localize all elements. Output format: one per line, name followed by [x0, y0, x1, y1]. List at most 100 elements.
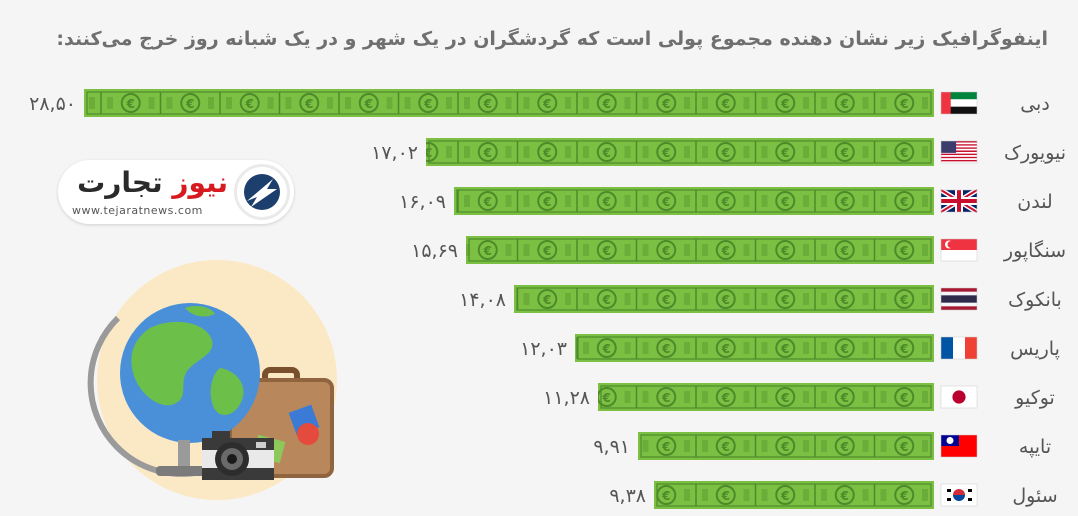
- value-label: ۱۴,۰۸: [459, 289, 506, 311]
- svg-text:€: €: [423, 146, 432, 160]
- svg-text:€: €: [542, 146, 551, 160]
- svg-text:€: €: [840, 489, 849, 503]
- svg-text:€: €: [840, 195, 849, 209]
- logo-url: www.tejaratnews.com: [72, 204, 203, 217]
- thailand-flag: [940, 287, 978, 311]
- svg-text:€: €: [840, 97, 849, 111]
- svg-text:€: €: [780, 440, 789, 454]
- svg-text:€: €: [899, 146, 908, 160]
- city-label: سئول: [1012, 485, 1057, 507]
- svg-text:€: €: [483, 195, 492, 209]
- svg-text:€: €: [661, 489, 670, 503]
- bar: €€€€€€€€: [514, 285, 934, 313]
- svg-text:€: €: [840, 244, 849, 258]
- svg-text:€: €: [780, 195, 789, 209]
- svg-text:€: €: [542, 97, 551, 111]
- svg-text:€: €: [602, 293, 611, 307]
- value-label: ۱۶,۰۹: [399, 191, 446, 213]
- svg-text:€: €: [423, 97, 432, 111]
- svg-text:€: €: [483, 146, 492, 160]
- svg-text:€: €: [721, 146, 730, 160]
- svg-text:€: €: [840, 440, 849, 454]
- usa-flag: [940, 140, 978, 164]
- value-label: ۱۱,۲۸: [543, 387, 590, 409]
- value-label: ۱۵,۶۹: [411, 240, 458, 262]
- svg-text:€: €: [840, 146, 849, 160]
- svg-text:€: €: [185, 97, 194, 111]
- bar: €€€€€€€€: [466, 236, 934, 264]
- svg-text:€: €: [602, 244, 611, 258]
- svg-text:€: €: [899, 391, 908, 405]
- svg-text:€: €: [602, 391, 611, 405]
- city-label: تایپه: [1019, 436, 1051, 458]
- tejaratnews-logo: نیوز تجارت www.tejaratnews.com: [58, 160, 294, 224]
- france-flag: [940, 336, 978, 360]
- svg-text:€: €: [661, 342, 670, 356]
- svg-text:€: €: [602, 342, 611, 356]
- svg-text:€: €: [721, 195, 730, 209]
- svg-text:€: €: [721, 489, 730, 503]
- svg-text:€: €: [721, 440, 730, 454]
- svg-text:€: €: [780, 342, 789, 356]
- svg-text:€: €: [721, 244, 730, 258]
- value-label: ۱۲,۰۳: [520, 338, 567, 360]
- svg-text:€: €: [899, 489, 908, 503]
- japan-flag: [940, 385, 978, 409]
- svg-text:€: €: [661, 195, 670, 209]
- svg-text:€: €: [542, 293, 551, 307]
- svg-text:€: €: [899, 440, 908, 454]
- travel-illustration: [87, 260, 337, 500]
- logo-name-part2: نیوز: [172, 166, 228, 199]
- svg-text:€: €: [661, 146, 670, 160]
- bar: €€€€€€€€€€€€€€€: [84, 89, 934, 117]
- svg-text:€: €: [721, 391, 730, 405]
- svg-text:€: €: [126, 97, 135, 111]
- svg-text:€: €: [661, 440, 670, 454]
- svg-text:€: €: [661, 97, 670, 111]
- svg-text:€: €: [780, 146, 789, 160]
- svg-text:€: €: [721, 293, 730, 307]
- svg-text:€: €: [602, 97, 611, 111]
- bar: € € € € €: [654, 481, 934, 509]
- svg-text:€: €: [661, 293, 670, 307]
- svg-text:€: €: [483, 97, 492, 111]
- city-label: بانکوک: [1008, 289, 1062, 311]
- value-label: ۹,۹۱: [593, 436, 630, 458]
- singapore-flag: [940, 238, 978, 262]
- svg-text:€: €: [661, 244, 670, 258]
- svg-text:€: €: [721, 97, 730, 111]
- chart-title: اینفوگرافیک زیر نشان دهنده مجموع پولی اس…: [56, 28, 1048, 50]
- svg-text:€: €: [542, 244, 551, 258]
- svg-text:€: €: [483, 244, 492, 258]
- svg-text:€: €: [899, 293, 908, 307]
- svg-text:€: €: [899, 342, 908, 356]
- svg-text:€: €: [780, 391, 789, 405]
- city-label: لندن: [1017, 191, 1052, 213]
- svg-text:€: €: [840, 391, 849, 405]
- taiwan-flag: [940, 434, 978, 458]
- bar: € € € € €: [638, 432, 934, 460]
- bar: € € € € € € € € €: [423, 138, 934, 166]
- svg-text:€: €: [840, 293, 849, 307]
- value-label: ۹,۳۸: [609, 485, 646, 507]
- svg-text:€: €: [780, 97, 789, 111]
- uk-flag: [939, 187, 979, 215]
- south-korea-flag: [940, 483, 978, 507]
- city-label: سنگاپور: [1003, 239, 1066, 262]
- svg-text:€: €: [780, 293, 789, 307]
- svg-text:€: €: [840, 342, 849, 356]
- svg-text:€: €: [661, 391, 670, 405]
- bar: € € € € € €: [598, 383, 934, 411]
- bar: €€€€€€€: [575, 334, 934, 362]
- svg-text:€: €: [899, 244, 908, 258]
- uae-flag: [940, 91, 978, 115]
- svg-text:€: €: [899, 97, 908, 111]
- svg-text:€: €: [542, 195, 551, 209]
- svg-text:€: €: [304, 97, 313, 111]
- city-label: توکیو: [1014, 387, 1055, 409]
- svg-text:€: €: [780, 489, 789, 503]
- svg-text:€: €: [364, 97, 373, 111]
- svg-text:€: €: [721, 342, 730, 356]
- svg-text:€: €: [899, 195, 908, 209]
